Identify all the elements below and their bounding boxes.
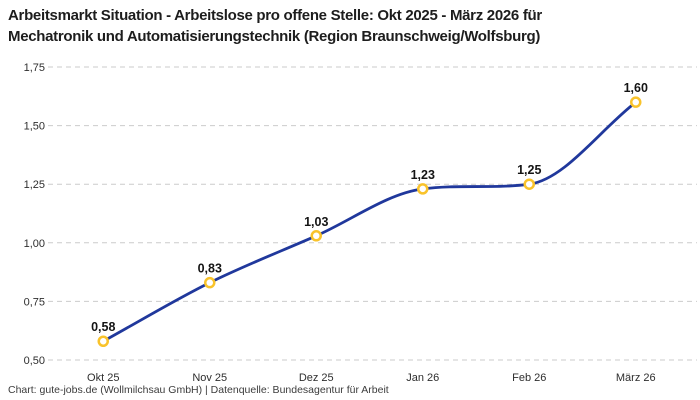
trend-line [101,100,638,343]
chart-title: Arbeitsmarkt Situation - Arbeitslose pro… [8,5,696,47]
y-tick-label: 0,75 [24,296,45,308]
x-axis-label: Nov 25 [192,372,227,384]
x-axis-label: Feb 26 [512,372,546,384]
data-point-label: 1,60 [624,81,648,95]
y-tick-label: 1,00 [24,238,45,250]
chart-title-line-2: Mechatronik und Automatisierungstechnik … [8,28,541,45]
x-axis-label: Dez 25 [299,372,334,384]
y-tick-label: 1,25 [24,179,45,191]
y-tick-label: 1,75 [24,62,45,74]
chart-footer-source: Chart: gute-jobs.de (Wollmilchsau GmbH) … [8,384,389,396]
data-point-marker [417,183,429,195]
data-point-label: 0,58 [91,320,115,334]
data-point-marker [523,178,535,190]
x-axis-label: Okt 25 [87,372,119,384]
data-point-marker [310,230,322,242]
data-point-marker [97,335,109,347]
x-axis-label: März 26 [616,372,656,384]
data-point-label: 1,03 [304,215,328,229]
data-point-marker [204,276,216,289]
y-tick-label: 0,50 [24,355,45,367]
data-point-marker [630,96,642,108]
data-point-label: 1,25 [517,163,541,177]
chart-title-line-1: Arbeitsmarkt Situation - Arbeitslose pro… [8,7,542,24]
x-axis-label: Jan 26 [406,372,439,384]
data-point-label: 0,83 [198,262,222,276]
data-point-label: 1,23 [411,168,435,182]
y-tick-label: 1,50 [24,121,45,133]
